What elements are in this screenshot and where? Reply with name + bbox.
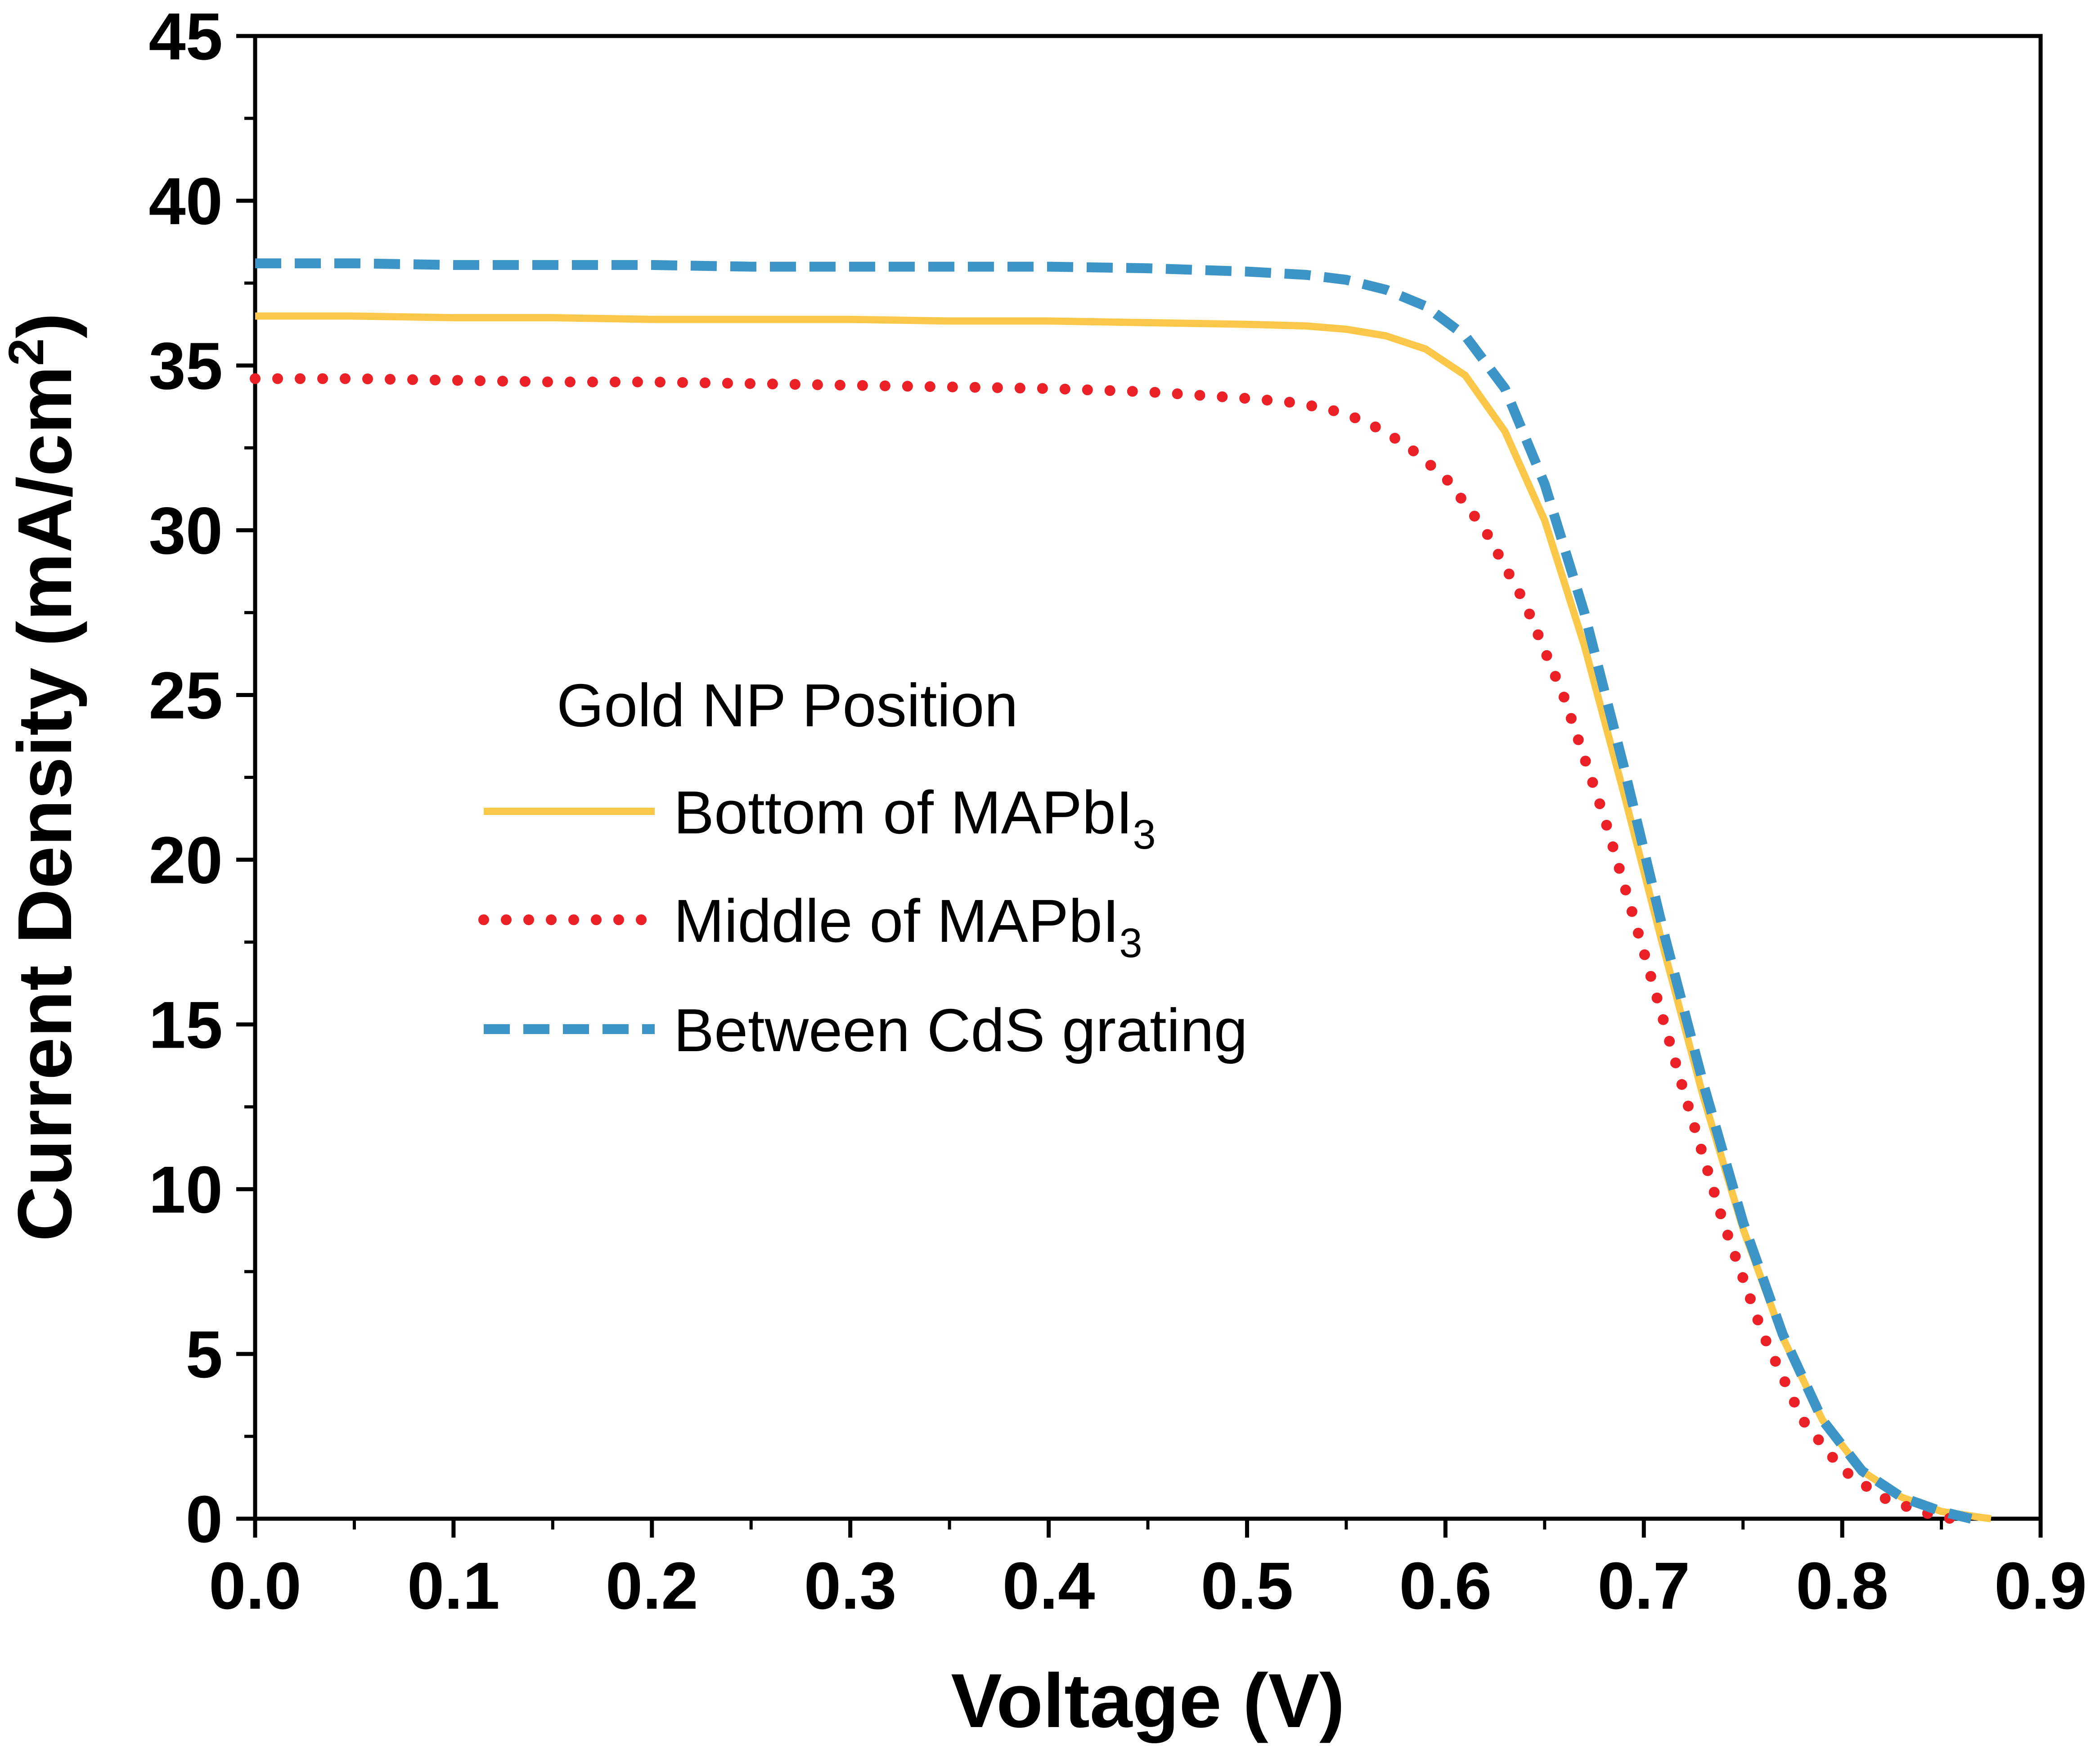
y-tick-label: 5 <box>186 1318 223 1392</box>
y-axis-title-main: Current Density (mA/cm <box>2 366 88 1242</box>
series-layer <box>250 258 1992 1524</box>
y-tick-label: 30 <box>148 494 223 568</box>
x-tick-label: 0.1 <box>407 1549 500 1623</box>
x-tick-label: 0.2 <box>606 1549 698 1623</box>
legend-label-middle-subscript: 3 <box>1119 920 1142 966</box>
legend-label-bottom-subscript: 3 <box>1133 812 1156 858</box>
y-tick-label: 10 <box>148 1153 223 1227</box>
y-tick-label: 45 <box>148 0 223 74</box>
y-tick-label: 40 <box>148 164 223 238</box>
legend-label-middle: Middle of MAPbI3 <box>674 887 1142 966</box>
x-tick-label: 0.6 <box>1399 1549 1492 1623</box>
legend-title: Gold NP Position <box>557 671 1018 739</box>
y-tick-label: 35 <box>148 329 223 403</box>
legend-label-between: Between CdS grating <box>674 996 1248 1064</box>
series-middle-line <box>250 373 1957 1524</box>
y-tick-label: 25 <box>148 658 223 733</box>
x-tick-label: 0.9 <box>1994 1549 2087 1623</box>
tick-layer: 0.0 0.1 0.2 0.3 0.4 0.5 0.6 0.7 0.8 0.9 0 5 10 15 20 25… <box>148 0 2087 1623</box>
x-tick-label: 0.3 <box>804 1549 897 1623</box>
y-tick-label: 15 <box>148 988 223 1062</box>
legend-label-bottom-text: Bottom of MAPbI <box>674 778 1133 846</box>
x-axis-title: Voltage (V) <box>951 1658 1345 1744</box>
y-axis-title-superscript: 2 <box>0 338 54 366</box>
series-between-line <box>255 258 1973 1524</box>
legend-label-bottom: Bottom of MAPbI3 <box>674 778 1156 858</box>
y-tick-label: 20 <box>148 823 223 898</box>
x-tick-label: 0.0 <box>209 1549 301 1623</box>
y-tick-label: 0 <box>186 1482 223 1557</box>
x-tick-label: 0.5 <box>1201 1549 1294 1623</box>
legend: Gold NP Position Bottom of MAPbI3 Middle… <box>478 671 1248 1064</box>
x-tick-label: 0.4 <box>1003 1549 1095 1623</box>
y-axis-title-close: ) <box>2 313 88 338</box>
x-tick-label: 0.7 <box>1597 1549 1690 1623</box>
x-tick-label: 0.8 <box>1796 1549 1889 1623</box>
legend-label-middle-text: Middle of MAPbI <box>674 887 1119 955</box>
y-axis-title: Current Density (mA/cm2) <box>0 313 88 1242</box>
